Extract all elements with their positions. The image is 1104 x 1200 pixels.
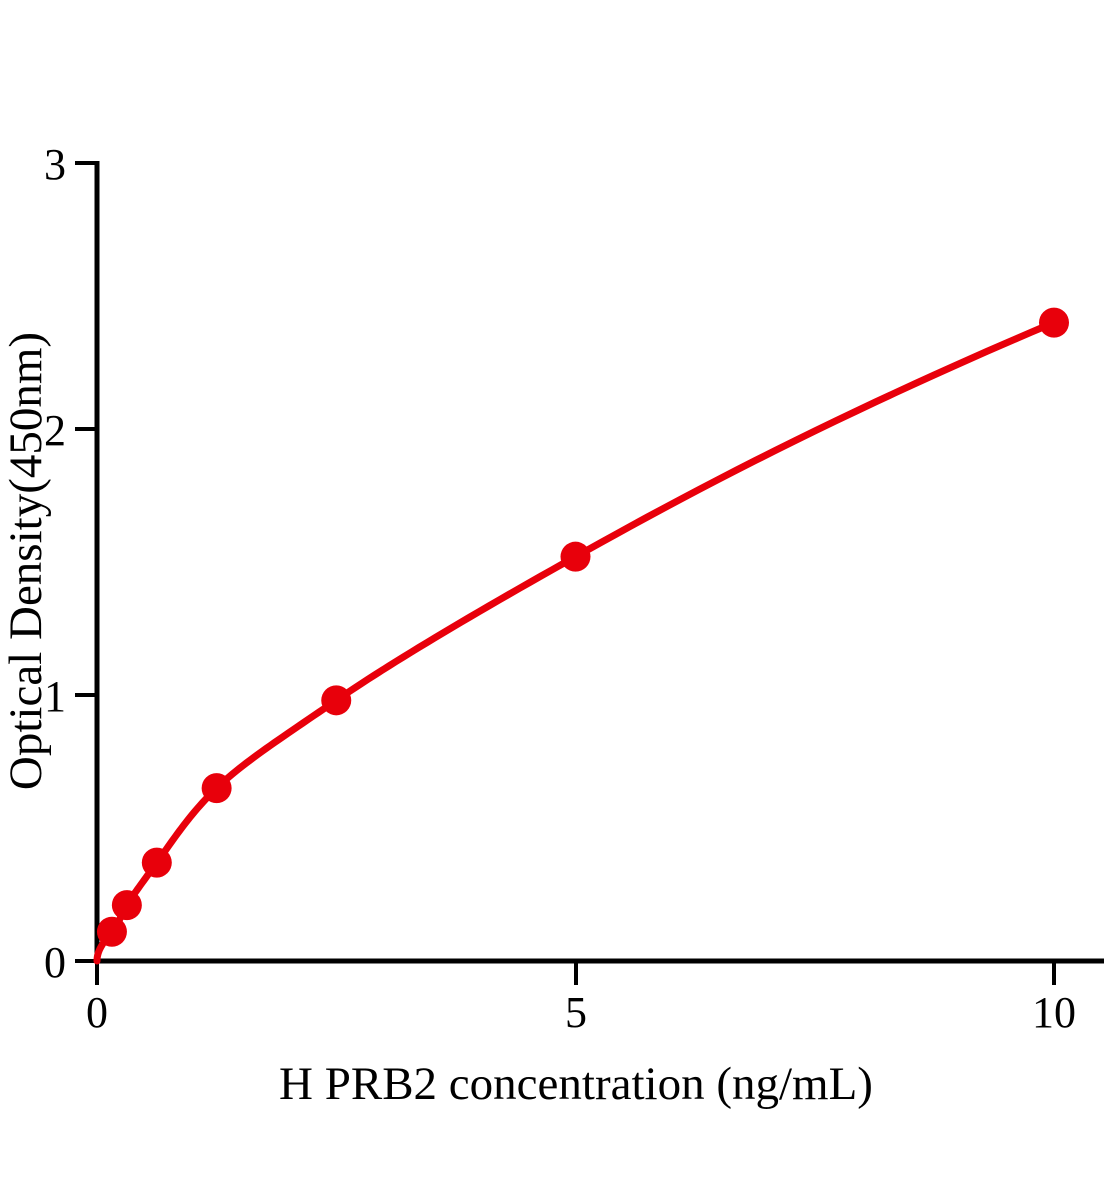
data-point [111, 890, 142, 921]
data-point [96, 916, 127, 947]
data-point [141, 847, 172, 878]
y-tick-label-2: 2 [44, 406, 66, 455]
data-points-group [96, 307, 1069, 947]
y-axis-title: Optical Density(450nm) [0, 332, 52, 790]
y-tick-label-0: 0 [44, 938, 66, 987]
data-point [201, 773, 232, 804]
y-axis-ticks [75, 161, 97, 963]
fit-curve [93, 319, 1058, 965]
x-axis-title: H PRB2 concentration (ng/mL) [279, 1058, 873, 1110]
data-point [560, 541, 591, 572]
y-tick-label-1: 1 [44, 672, 66, 721]
data-point [1039, 307, 1069, 338]
x-tick-label-0: 0 [86, 988, 108, 1037]
x-tick-label-5: 5 [565, 988, 587, 1037]
y-tick-label-3: 3 [44, 140, 66, 189]
x-axis-ticks [95, 961, 1056, 985]
data-point [321, 685, 352, 716]
x-tick-label-10: 10 [1032, 988, 1076, 1037]
